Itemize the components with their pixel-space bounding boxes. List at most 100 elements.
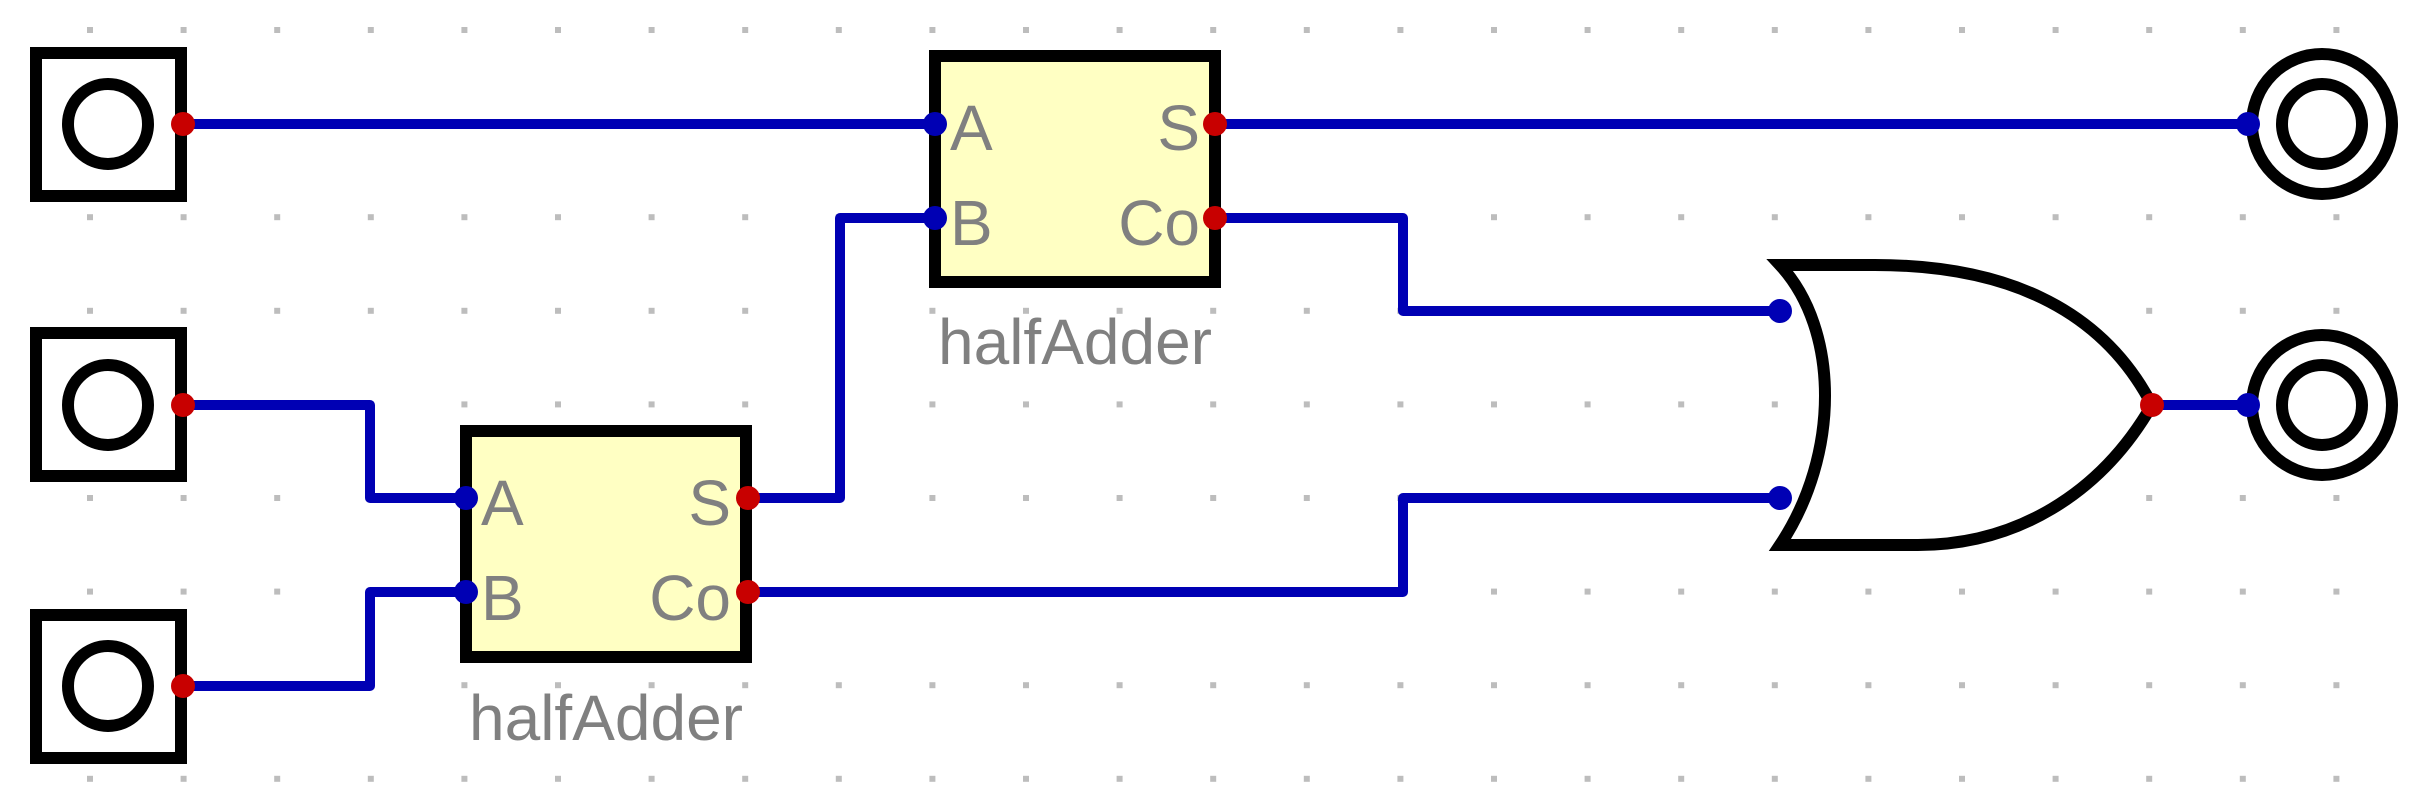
grid-dot [1771, 588, 1778, 595]
grid-dot [2052, 27, 2059, 33]
input-1[interactable] [30, 47, 187, 202]
half-adder-body[interactable] [460, 425, 752, 663]
grid-dot [1023, 27, 1029, 33]
grid-dot [742, 775, 749, 782]
grid-dot [1210, 495, 1217, 501]
pin-output[interactable] [1203, 112, 1227, 136]
wire-ha-top-co-to-or-in1[interactable] [1210, 213, 1785, 316]
grid-dot [1771, 214, 1778, 221]
pin-input[interactable] [923, 206, 947, 230]
port-label-s: S [688, 467, 731, 539]
output-carry[interactable] [2246, 329, 2398, 481]
wire-input3-to-ha-bottom-b[interactable] [178, 587, 471, 691]
grid-dot [274, 307, 281, 314]
port-label-b: B [950, 187, 993, 259]
input-circle-icon [62, 640, 154, 732]
grid-dot [1678, 27, 1685, 33]
input-3[interactable] [30, 609, 187, 764]
output-sum[interactable] [2246, 48, 2398, 200]
output-ring[interactable] [2246, 48, 2398, 200]
wire-ha-bottom-co-to-or-in2[interactable] [743, 493, 1785, 597]
wire-ha-bottom-s-to-ha-top-b[interactable] [743, 213, 940, 503]
grid-dot [648, 401, 655, 408]
grid-dot [2239, 307, 2246, 314]
grid-dot [555, 27, 561, 33]
grid-dot [555, 307, 561, 314]
grid-dot [461, 682, 468, 689]
port-label-b: B [481, 562, 524, 634]
port-label-a: A [481, 467, 524, 539]
grid-dot [461, 307, 468, 314]
grid-dot [1303, 307, 1310, 314]
pin-input[interactable] [454, 486, 478, 510]
grid-dot [1116, 401, 1123, 408]
half-adder-bottom[interactable]: A B S Co halfAdder [460, 425, 752, 754]
pin-output[interactable] [2140, 393, 2164, 417]
grid-dot [929, 682, 936, 689]
grid-dot [1865, 682, 1872, 689]
grid-dot [742, 401, 749, 408]
input-2[interactable] [30, 327, 187, 482]
wires [178, 119, 2253, 691]
pin-output[interactable] [736, 580, 760, 604]
port-label-co: Co [1118, 187, 1200, 259]
grid-dot [1959, 214, 1965, 221]
grid-dot [929, 307, 936, 314]
grid-dot [87, 27, 93, 33]
grid-dot [1491, 401, 1497, 408]
or-gate[interactable] [1766, 259, 2159, 551]
input-box[interactable] [30, 327, 187, 482]
grid-dot [2333, 588, 2340, 595]
pin-output[interactable] [736, 486, 760, 510]
pin-input[interactable] [923, 112, 947, 136]
grid-dot [2333, 27, 2340, 33]
grid-dot [2146, 775, 2153, 782]
pin-output[interactable] [171, 393, 195, 417]
output-circle-icon [2276, 359, 2368, 451]
pin-input[interactable] [2236, 112, 2260, 136]
grid-dot [1116, 495, 1123, 501]
grid-dot [2052, 214, 2059, 221]
grid-dot [1678, 682, 1685, 689]
pin-output[interactable] [171, 112, 195, 136]
output-ring[interactable] [2246, 329, 2398, 481]
pins [171, 112, 2260, 698]
wire-input2-to-ha-bottom-a[interactable] [178, 400, 471, 503]
grid-dot [1023, 495, 1029, 501]
grid-dot [180, 307, 187, 314]
pin-output[interactable] [1203, 206, 1227, 230]
pin-input[interactable] [1768, 299, 1792, 323]
grid-dot [2333, 214, 2340, 221]
grid-dot [929, 495, 936, 501]
grid-dot [835, 682, 842, 689]
grid-dot [1678, 775, 1685, 782]
half-adder-top[interactable]: A B S Co halfAdder [929, 50, 1221, 378]
input-circle-icon [62, 78, 154, 170]
grid-dot [1023, 401, 1029, 408]
grid-dot [1303, 775, 1310, 782]
component-label: halfAdder [469, 682, 743, 754]
grid-dot [1584, 27, 1591, 33]
grid-dot [929, 401, 936, 408]
pin-input[interactable] [1768, 486, 1792, 510]
grid-dot [555, 682, 561, 689]
grid-dot [2239, 27, 2246, 33]
pin-input[interactable] [2236, 393, 2260, 417]
grid-dot [2052, 588, 2059, 595]
pin-output[interactable] [171, 674, 195, 698]
grid-dot [87, 307, 93, 314]
grid-dot [180, 27, 187, 33]
grid-dot [1865, 588, 1872, 595]
grid-dot [1584, 588, 1591, 595]
grid-dot [367, 307, 374, 314]
grid-dot [1491, 682, 1497, 689]
or-gate-body[interactable] [1766, 259, 2159, 551]
grid-dot [2146, 214, 2153, 221]
grid-dot [1303, 27, 1310, 33]
half-adder-body[interactable] [929, 50, 1221, 288]
input-box[interactable] [30, 47, 187, 202]
grid-dot [1959, 27, 1965, 33]
input-box[interactable] [30, 609, 187, 764]
pin-input[interactable] [454, 580, 478, 604]
